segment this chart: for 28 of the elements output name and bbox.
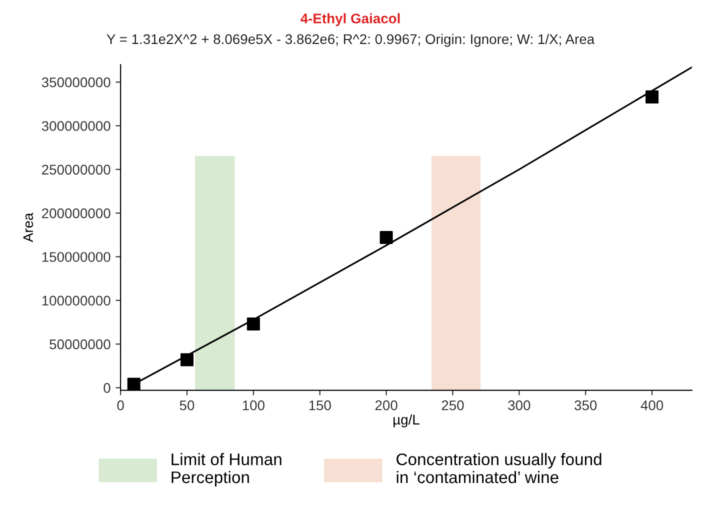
x-tick-label: 200	[375, 400, 398, 410]
x-axis-title: µg/L	[394, 414, 420, 428]
point	[246, 317, 260, 330]
point	[646, 90, 659, 104]
legend-label: Limit of Human Perception	[172, 453, 282, 486]
x-tick-label: 350	[574, 400, 597, 410]
x-tick-label: 250	[442, 400, 464, 410]
x-tick-label: 100	[242, 400, 264, 410]
y-tick-label: 250000000	[42, 164, 110, 175]
point	[180, 353, 194, 366]
y-tick-label: 0	[104, 383, 110, 393]
x-tick-label: 150	[309, 400, 331, 410]
legend-label: Concentration usually found in ‘contaminated’ wine	[396, 453, 602, 484]
y-tick-label: 350000000	[42, 77, 110, 88]
point	[127, 378, 140, 390]
y-tick-label: 150000000	[42, 252, 110, 262]
y-tick-label: 100000000	[42, 296, 110, 306]
chart-title: 4-Ethyl Gaiacol	[300, 13, 400, 26]
y-tick-label: 50000000	[50, 339, 110, 350]
y-tick-label: 200000000	[42, 208, 110, 218]
chart-subtitle: Y = 1.31e2X^2 + 8.069e5X - 3.862e6; R^2: 0.9967; Origin: Ignore; W: 1/X; Area	[106, 34, 595, 47]
y-axis-title: Area	[23, 212, 34, 242]
y-tick-label: 300000000	[42, 121, 110, 131]
x-tick-label: 300	[508, 400, 530, 410]
point	[380, 231, 393, 244]
x-tick-label: 400	[640, 400, 664, 410]
x-tick-label: 0	[117, 400, 124, 410]
x-tick-label: 50	[180, 400, 194, 410]
